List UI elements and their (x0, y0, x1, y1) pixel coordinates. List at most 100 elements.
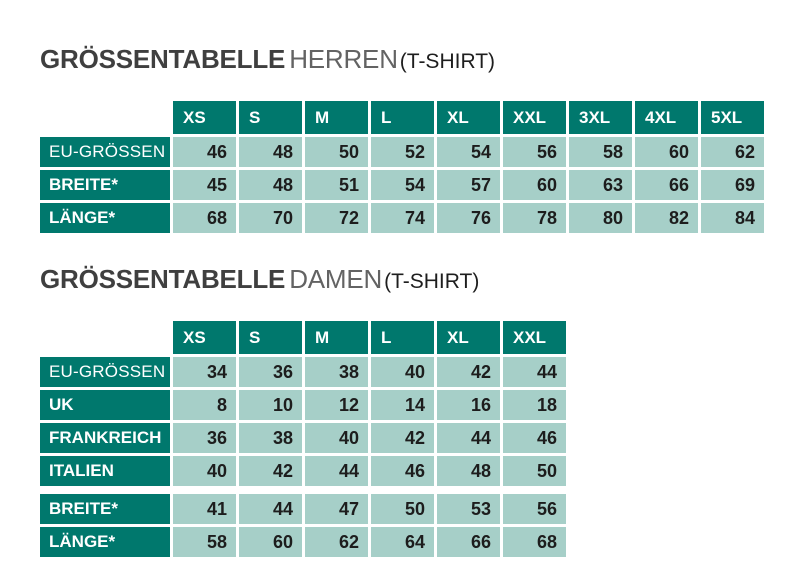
column-header-s: S (239, 321, 302, 354)
value-cell: 80 (569, 203, 632, 233)
table-title-damen: GRÖSSENTABELLE DAMEN(T-SHIRT) (40, 264, 803, 297)
value-cell: 56 (503, 137, 566, 167)
title-suffix: (T-SHIRT) (384, 270, 480, 293)
value-cell: 40 (371, 357, 434, 387)
value-cell: 66 (437, 527, 500, 557)
value-cell: 50 (371, 494, 434, 524)
value-cell: 47 (305, 494, 368, 524)
value-cell: 62 (701, 137, 764, 167)
header-spacer (40, 101, 170, 134)
size-table-damen: XS S M L XL XXL EU-GRÖSSEN 34 36 38 40 42 44 UK 8 10 12 1… (40, 321, 803, 557)
table-row-länge: LÄNGE* 68 70 72 74 76 78 80 82 84 (40, 203, 803, 233)
value-cell: 84 (701, 203, 764, 233)
value-cell: 57 (437, 170, 500, 200)
value-cell: 42 (437, 357, 500, 387)
value-cell: 48 (239, 137, 302, 167)
value-cell: 60 (635, 137, 698, 167)
value-cell: 48 (437, 456, 500, 486)
row-label-italien: ITALIEN (40, 456, 170, 486)
value-cell: 50 (503, 456, 566, 486)
row-label-eu-grössen: EU-GRÖSSEN (40, 357, 170, 387)
row-label-eu-grössen: EU-GRÖSSEN (40, 137, 170, 167)
table-title-herren: GRÖSSENTABELLE HERREN(T-SHIRT) (40, 44, 803, 77)
column-header-4xl: 4XL (635, 101, 698, 134)
table-row-italien: ITALIEN 40 42 44 46 48 50 (40, 456, 803, 486)
column-header-xl: XL (437, 101, 500, 134)
value-cell: 44 (503, 357, 566, 387)
table-row-länge: LÄNGE* 58 60 62 64 66 68 (40, 527, 803, 557)
value-cell: 63 (569, 170, 632, 200)
column-header-l: L (371, 101, 434, 134)
table-row-uk: UK 8 10 12 14 16 18 (40, 390, 803, 420)
value-cell: 44 (437, 423, 500, 453)
column-header-xxl: XXL (503, 321, 566, 354)
value-cell: 58 (569, 137, 632, 167)
value-cell: 72 (305, 203, 368, 233)
column-header-m: M (305, 101, 368, 134)
row-label-breite: BREITE* (40, 170, 170, 200)
value-cell: 58 (173, 527, 236, 557)
value-cell: 66 (635, 170, 698, 200)
value-cell: 46 (503, 423, 566, 453)
size-tables: GRÖSSENTABELLE HERREN(T-SHIRT) XS S M L XL XXL 3… (40, 44, 803, 557)
value-cell: 46 (173, 137, 236, 167)
value-cell: 44 (239, 494, 302, 524)
row-label-länge: LÄNGE* (40, 203, 170, 233)
table-row-frankreich: FRANKREICH 36 38 40 42 44 46 (40, 423, 803, 453)
value-cell: 45 (173, 170, 236, 200)
column-header-xs: XS (173, 321, 236, 354)
value-cell: 52 (371, 137, 434, 167)
column-header-l: L (371, 321, 434, 354)
size-table-section-damen: GRÖSSENTABELLE DAMEN(T-SHIRT) XS S M L XL XXL EU… (40, 264, 803, 557)
value-cell: 56 (503, 494, 566, 524)
value-cell: 41 (173, 494, 236, 524)
value-cell: 68 (173, 203, 236, 233)
value-cell: 8 (173, 390, 236, 420)
size-table-section-herren: GRÖSSENTABELLE HERREN(T-SHIRT) XS S M L XL XXL 3… (40, 44, 803, 233)
value-cell: 50 (305, 137, 368, 167)
value-cell: 38 (305, 357, 368, 387)
value-cell: 82 (635, 203, 698, 233)
value-cell: 18 (503, 390, 566, 420)
value-cell: 69 (701, 170, 764, 200)
column-header-5xl: 5XL (701, 101, 764, 134)
title-light: DAMEN (289, 264, 383, 294)
value-cell: 10 (239, 390, 302, 420)
table-row-eu-grössen: EU-GRÖSSEN 46 48 50 52 54 56 58 60 62 (40, 137, 803, 167)
value-cell: 60 (239, 527, 302, 557)
row-label-länge: LÄNGE* (40, 527, 170, 557)
value-cell: 12 (305, 390, 368, 420)
value-cell: 34 (173, 357, 236, 387)
size-table-herren: XS S M L XL XXL 3XL 4XL 5XL EU-GRÖSSEN 46 48 50 52 54 5… (40, 101, 803, 233)
value-cell: 54 (437, 137, 500, 167)
value-cell: 54 (371, 170, 434, 200)
value-cell: 53 (437, 494, 500, 524)
column-header-s: S (239, 101, 302, 134)
row-label-breite: BREITE* (40, 494, 170, 524)
value-cell: 60 (503, 170, 566, 200)
value-cell: 44 (305, 456, 368, 486)
title-strong: GRÖSSENTABELLE (40, 44, 286, 74)
column-header-xs: XS (173, 101, 236, 134)
table-row-eu-grössen: EU-GRÖSSEN 34 36 38 40 42 44 (40, 357, 803, 387)
row-label-frankreich: FRANKREICH (40, 423, 170, 453)
column-header-xl: XL (437, 321, 500, 354)
value-cell: 16 (437, 390, 500, 420)
title-strong: GRÖSSENTABELLE (40, 264, 286, 294)
value-cell: 78 (503, 203, 566, 233)
column-header-xxl: XXL (503, 101, 566, 134)
table-row-breite: BREITE* 45 48 51 54 57 60 63 66 69 (40, 170, 803, 200)
value-cell: 36 (173, 423, 236, 453)
value-cell: 64 (371, 527, 434, 557)
value-cell: 46 (371, 456, 434, 486)
value-cell: 74 (371, 203, 434, 233)
value-cell: 38 (239, 423, 302, 453)
value-cell: 51 (305, 170, 368, 200)
header-spacer (40, 321, 170, 354)
title-suffix: (T-SHIRT) (399, 50, 496, 73)
value-cell: 42 (239, 456, 302, 486)
table-header-row: XS S M L XL XXL 3XL 4XL 5XL (40, 101, 803, 134)
column-header-m: M (305, 321, 368, 354)
value-cell: 40 (305, 423, 368, 453)
value-cell: 48 (239, 170, 302, 200)
